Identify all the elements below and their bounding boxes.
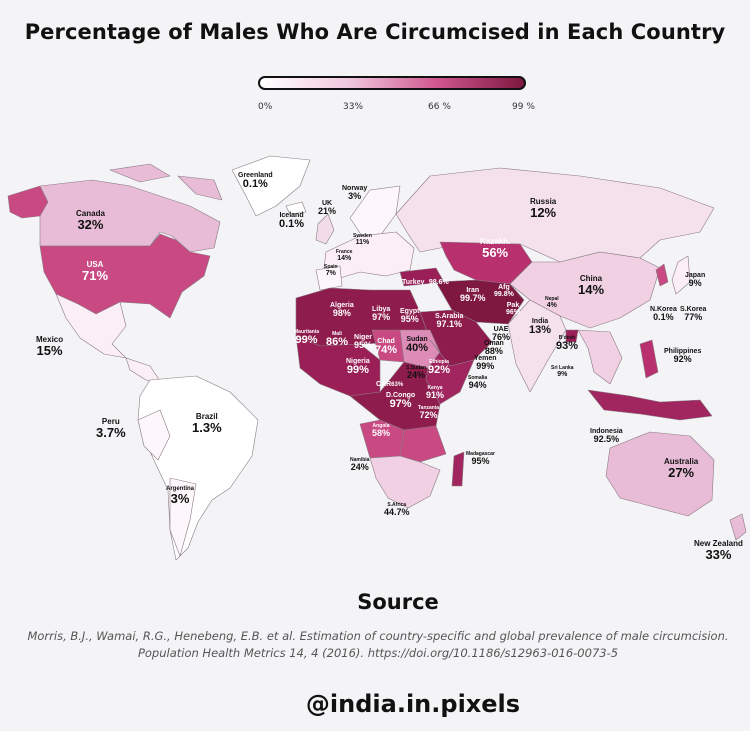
label-china: China 14%	[578, 274, 605, 298]
label-safrica: S.Africa 44.7%	[384, 502, 410, 518]
label-australia: Australia 27%	[664, 457, 699, 481]
region-iberia	[315, 265, 343, 291]
label-egypt: Egypt 95%	[400, 308, 420, 325]
region-mexico	[55, 293, 127, 359]
region-greenland	[231, 155, 311, 217]
world-map	[7, 155, 747, 561]
region-argentina	[169, 477, 197, 557]
label-usa: USA 71%	[82, 260, 109, 284]
label-car: CAR63%	[376, 381, 404, 388]
region-philippines	[639, 339, 659, 379]
label-brazil: Brazil 1.3%	[192, 412, 222, 436]
legend-gradient-bar	[258, 76, 526, 90]
region-peru	[137, 409, 171, 461]
region-uk	[315, 213, 335, 245]
region-bangladesh	[565, 329, 579, 343]
legend-tick-0: 0%	[258, 102, 273, 112]
label-sudan: Sudan 40%	[406, 336, 429, 355]
legend-tick-33: 33%	[343, 102, 364, 112]
label-ethiopia: Ethiopia 92%	[428, 359, 451, 377]
region-east-africa-south	[399, 425, 447, 463]
label-madagascar: Madagascar 95%	[466, 451, 495, 467]
label-norway: Norway 3%	[342, 185, 368, 202]
label-japan: Japan 9%	[685, 272, 706, 289]
label-iceland: Iceland 0.1%	[279, 212, 305, 231]
label-algeria: Algeria 98%	[330, 302, 354, 319]
label-kazakhstan: Kazakh. 56%	[480, 237, 511, 261]
label-spain: Spain 7%	[324, 264, 338, 278]
label-somalia: Somalia 94%	[468, 375, 488, 391]
label-peru: Peru 3.7%	[96, 417, 126, 441]
label-nkorea: N.Korea 0.1%	[650, 306, 677, 323]
region-south-america-north	[137, 375, 259, 561]
region-korea-japan	[655, 263, 669, 287]
label-sarabia: S.Arabia 97.1%	[435, 313, 464, 330]
label-niger: Niger 95%	[354, 334, 373, 351]
label-greenland: Greenland 0.1%	[238, 172, 273, 191]
region-new-zealand	[729, 513, 747, 541]
label-mexico: Mexico 15%	[36, 335, 64, 359]
label-argentina: Argentina 3%	[166, 486, 195, 507]
legend-tick-66: 66 %	[428, 102, 451, 112]
label-newzealand: New Zealand 33%	[694, 539, 743, 563]
label-philippines: Philippines 92%	[664, 348, 702, 365]
region-se-asia	[577, 329, 623, 385]
region-japan	[671, 255, 691, 295]
label-namibia: Namibia 24%	[350, 457, 370, 473]
label-india: India 13%	[529, 318, 552, 337]
label-uk: UK 21%	[318, 200, 337, 217]
region-india	[507, 299, 567, 393]
label-srilanka: Sri Lanka 9%	[551, 365, 574, 379]
label-russia: Russia 12%	[530, 197, 557, 221]
region-australia	[605, 431, 715, 517]
label-indonesia: Indonesia 92.5%	[590, 428, 623, 445]
label-ssudan: S.Sudan 24%	[406, 365, 427, 381]
label-mauritania: Mauritania 99%	[294, 329, 320, 347]
region-canada-islands	[109, 163, 223, 201]
label-mali: Mali 86%	[326, 331, 349, 349]
label-dcongo: D.Congo 97%	[386, 392, 416, 411]
legend-tick-99: 99 %	[512, 102, 535, 112]
label-pak: Pak 96%	[506, 302, 521, 317]
map-title: Percentage of Males Who Are Circumcised …	[24, 20, 726, 44]
label-canada: Canada 32%	[76, 209, 105, 233]
region-indonesia	[587, 389, 713, 421]
region-southern-africa	[369, 455, 441, 509]
label-nigeria: Nigeria 99%	[346, 358, 370, 377]
label-libya: Libya 97%	[372, 306, 391, 323]
source-heading: Source	[357, 590, 439, 614]
author-handle: @india.in.pixels	[305, 690, 521, 718]
label-sweden: Sweden 11%	[353, 233, 372, 247]
label-oman: Oman 88%	[484, 340, 504, 357]
label-nepal: Nepal 4%	[545, 296, 559, 310]
label-uae: UAE 76%	[492, 326, 511, 343]
label-france: France 14%	[336, 249, 353, 263]
label-iran: Iran 99.7%	[460, 287, 486, 304]
label-kenya: Kenya 91%	[426, 385, 445, 401]
source-citation: Morris, B.J., Wamai, R.G., Henebeng, E.B…	[27, 629, 729, 660]
label-tanzania: Tanzania 72%	[418, 405, 440, 421]
label-afg: Afg 99.8%	[494, 284, 514, 299]
label-skorea: S.Korea 77%	[680, 306, 707, 323]
label-bangladesh: B'desh 93%	[556, 335, 579, 353]
region-madagascar	[451, 451, 465, 487]
label-turkey: Turkey 98.6%	[402, 279, 449, 286]
label-chad: Chad 74%	[375, 338, 398, 357]
region-russia	[395, 167, 715, 263]
region-iceland	[285, 201, 307, 215]
label-yemen: Yemen 99%	[474, 355, 497, 372]
label-angola: Angola 58%	[372, 423, 391, 439]
